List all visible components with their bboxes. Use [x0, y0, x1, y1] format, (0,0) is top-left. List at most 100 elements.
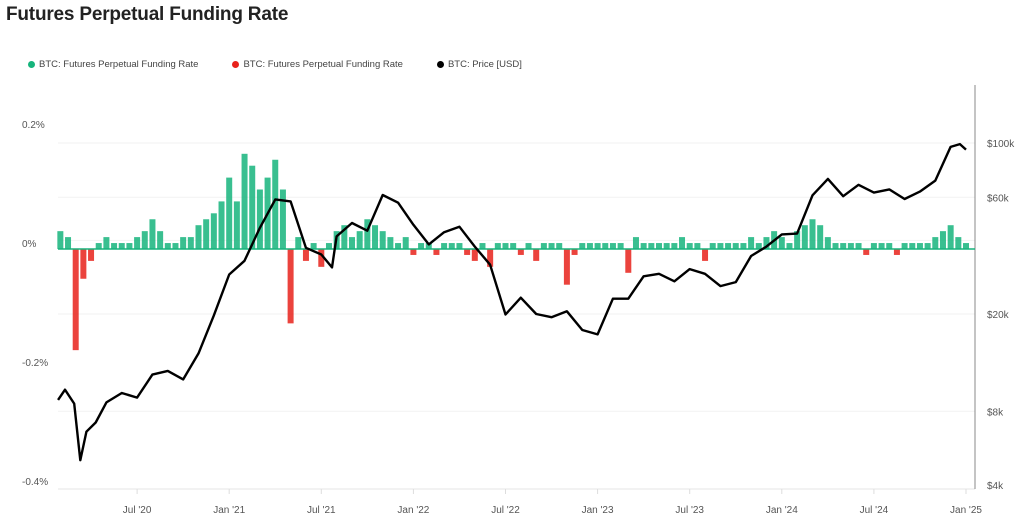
funding-bar-positive — [556, 243, 563, 249]
funding-bar-positive — [118, 243, 125, 249]
funding-bar-positive — [341, 225, 348, 249]
funding-bar-positive — [801, 225, 808, 249]
funding-bar-positive — [886, 243, 893, 249]
funding-bar-negative — [464, 249, 471, 255]
funding-bar-positive — [809, 219, 816, 249]
x-tick-label: Jul '20 — [123, 505, 152, 516]
funding-bar-positive — [709, 243, 716, 249]
funding-bar-negative — [80, 249, 87, 279]
y-right-tick-label: $100k — [987, 139, 1015, 150]
funding-bar-positive — [157, 231, 164, 249]
funding-bar-positive — [963, 243, 969, 249]
funding-bar-positive — [947, 225, 954, 249]
funding-bar-positive — [195, 225, 202, 249]
funding-bar-positive — [755, 243, 762, 249]
x-tick-label: Jan '22 — [397, 505, 429, 516]
funding-bar-positive — [725, 243, 732, 249]
funding-bar-positive — [356, 231, 363, 249]
funding-bar-negative — [893, 249, 900, 255]
funding-bar-positive — [717, 243, 724, 249]
funding-bar-positive — [939, 231, 946, 249]
funding-bar-positive — [218, 201, 225, 249]
funding-bar-positive — [364, 219, 371, 249]
funding-bar-positive — [372, 225, 379, 249]
funding-bar-positive — [134, 237, 141, 249]
funding-bar-positive — [832, 243, 839, 249]
funding-bar-negative — [563, 249, 570, 285]
funding-bar-positive — [111, 243, 118, 249]
funding-bar-positive — [149, 219, 156, 249]
funding-bar-negative — [702, 249, 709, 261]
funding-bar-positive — [172, 243, 179, 249]
funding-bar-negative — [318, 249, 325, 267]
y-right-tick-label: $4k — [987, 481, 1004, 492]
funding-bar-negative — [487, 249, 494, 267]
funding-bar-positive — [233, 201, 240, 249]
funding-bar-positive — [609, 243, 616, 249]
funding-bar-positive — [441, 243, 448, 249]
funding-bar-positive — [748, 237, 755, 249]
funding-bar-negative — [863, 249, 870, 255]
funding-bar-positive — [594, 243, 601, 249]
funding-bar-positive — [840, 243, 847, 249]
chart-title: Futures Perpetual Funding Rate — [6, 4, 289, 25]
legend-label: BTC: Price [USD] — [447, 59, 522, 70]
funding-bar-positive — [663, 243, 670, 249]
funding-bar-positive — [494, 243, 501, 249]
funding-bar-negative — [517, 249, 524, 255]
funding-bar-positive — [679, 237, 686, 249]
funding-bar-negative — [72, 249, 79, 351]
funding-bar-positive — [817, 225, 824, 249]
funding-bar-positive — [387, 237, 394, 249]
funding-bar-positive — [617, 243, 624, 249]
y-left-tick-label: 0.2% — [22, 120, 45, 131]
funding-bar-negative — [287, 249, 294, 324]
funding-bar-positive — [909, 243, 916, 249]
funding-bar-positive — [763, 237, 770, 249]
funding-bar-positive — [249, 165, 256, 249]
funding-bar-positive — [226, 177, 233, 249]
y-right-tick-label: $60k — [987, 193, 1010, 204]
funding-bar-positive — [57, 231, 64, 249]
legend-item-price[interactable]: BTC: Price [USD] — [436, 59, 522, 70]
funding-bar-positive — [141, 231, 148, 249]
funding-bar-positive — [955, 237, 962, 249]
funding-bar-positive — [164, 243, 171, 249]
funding-bar-positive — [65, 237, 72, 249]
funding-bar-positive — [456, 243, 463, 249]
legend-item-funding-negative[interactable]: BTC: Futures Perpetual Funding Rate — [232, 59, 403, 70]
funding-bar-positive — [847, 243, 854, 249]
funding-bar-positive — [479, 243, 486, 249]
funding-bar-positive — [656, 243, 662, 249]
funding-bar-positive — [794, 231, 801, 249]
funding-bar-positive — [870, 243, 877, 249]
funding-bar-positive — [778, 237, 785, 249]
funding-bar-positive — [510, 243, 517, 249]
funding-bar-positive — [686, 243, 693, 249]
funding-bar-negative — [533, 249, 540, 261]
funding-bar-positive — [579, 243, 586, 249]
y-right-tick-label: $20k — [987, 310, 1010, 321]
funding-bar-positive — [95, 243, 102, 249]
legend-label: BTC: Futures Perpetual Funding Rate — [243, 59, 403, 70]
legend-dot-icon — [436, 61, 444, 68]
funding-bar-positive — [694, 243, 701, 249]
funding-bar-positive — [448, 243, 455, 249]
funding-bar-positive — [916, 243, 923, 249]
x-tick-label: Jul '23 — [675, 505, 704, 516]
funding-bar-positive — [349, 237, 355, 249]
x-tick-label: Jan '21 — [213, 505, 245, 516]
funding-bar-negative — [410, 249, 417, 255]
funding-bar-positive — [210, 213, 217, 249]
legend-item-funding-positive[interactable]: BTC: Futures Perpetual Funding Rate — [28, 59, 198, 70]
x-tick-label: Jul '22 — [491, 505, 520, 516]
funding-bar-positive — [732, 243, 739, 249]
funding-bar-positive — [425, 243, 432, 249]
funding-bar-positive — [502, 243, 509, 249]
funding-bar-positive — [786, 243, 793, 249]
y-right-tick-label: $8k — [987, 407, 1004, 418]
funding-bar-positive — [855, 243, 862, 249]
funding-bar-positive — [586, 243, 593, 249]
funding-bar-positive — [279, 189, 286, 249]
